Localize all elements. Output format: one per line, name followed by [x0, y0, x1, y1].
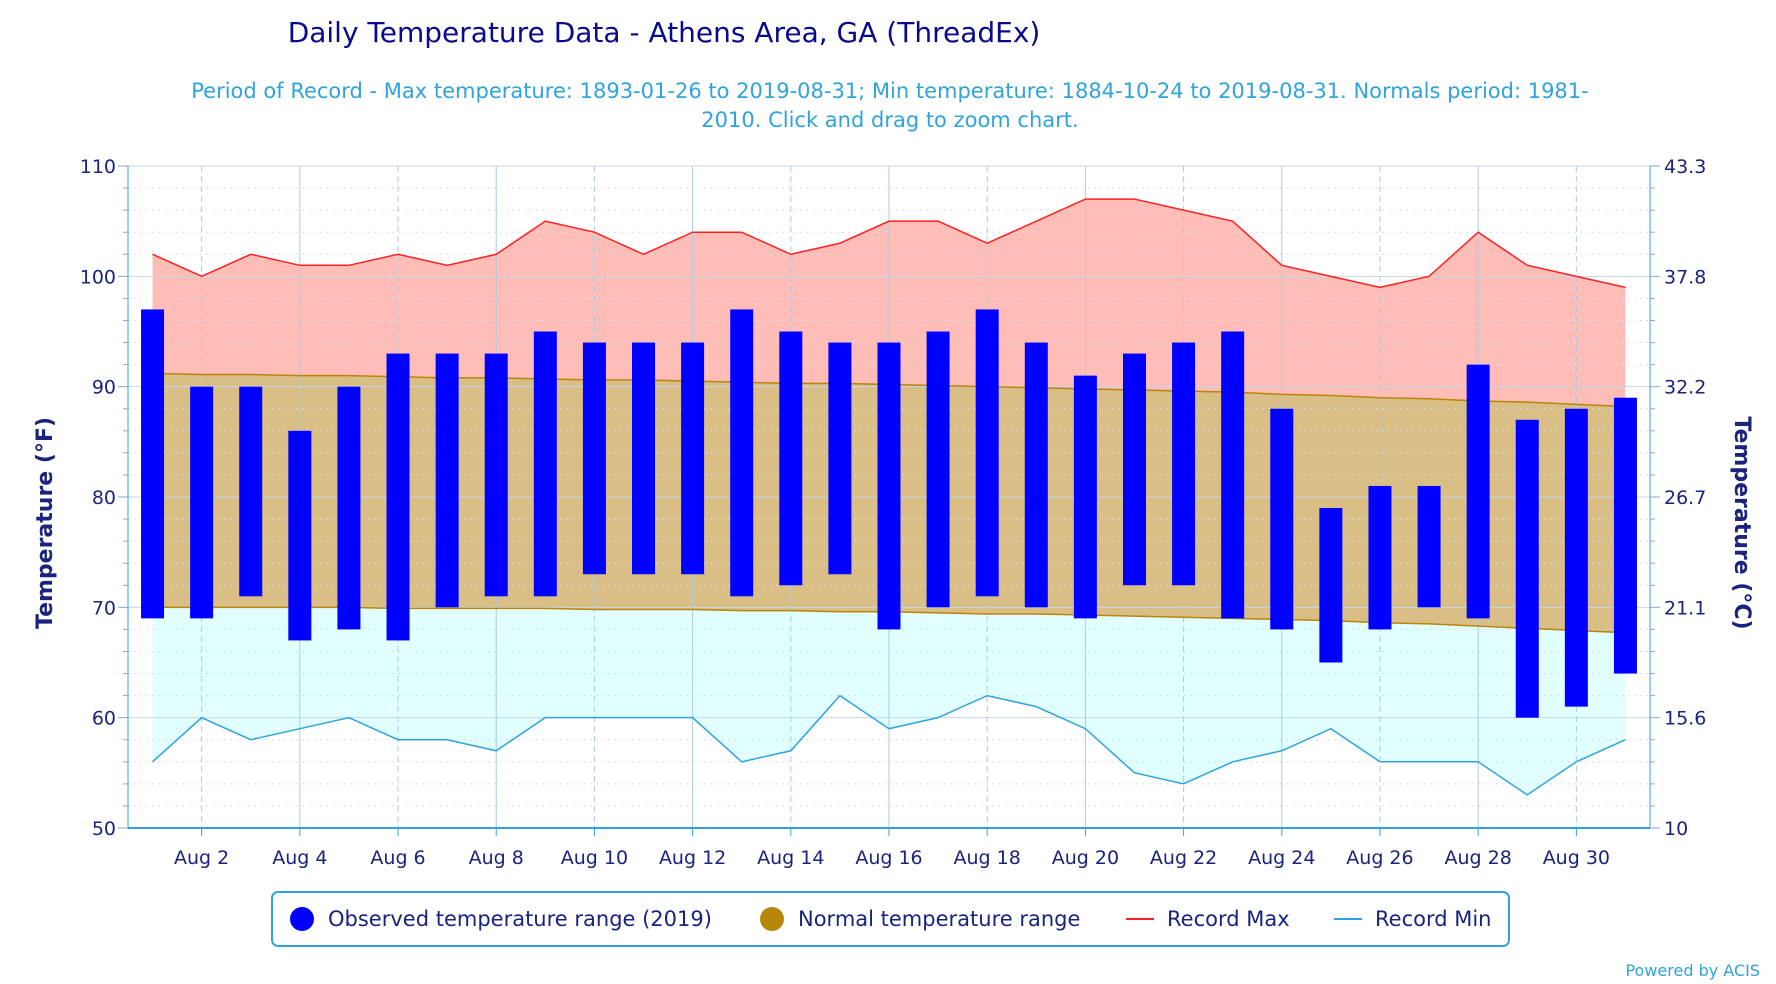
- legend-item-normal[interactable]: Normal temperature range: [760, 907, 1080, 931]
- y-right-tick-label: 15.6: [1664, 708, 1706, 730]
- y-right-tick-label: 32.2: [1664, 377, 1706, 399]
- observed-bar-day-4[interactable]: [288, 430, 312, 641]
- y-axis-right-title: Temperature (°C): [1729, 416, 1754, 629]
- y-left-tick-label: 90: [92, 377, 116, 399]
- y-left-tick-label: 100: [80, 266, 116, 288]
- y-right-tick-label: 26.7: [1664, 487, 1706, 509]
- legend: Observed temperature range (2019) Normal…: [271, 891, 1510, 947]
- legend-observed-label: Observed temperature range (2019): [328, 907, 712, 931]
- observed-bar-day-27[interactable]: [1417, 485, 1441, 608]
- observed-bar-day-5[interactable]: [337, 386, 361, 630]
- y-right-tick-label: 10: [1664, 818, 1688, 840]
- x-tick-label: Aug 14: [757, 847, 824, 869]
- legend-observed-marker: [290, 907, 314, 931]
- legend-normal-label: Normal temperature range: [798, 907, 1080, 931]
- x-tick-label: Aug 2: [174, 847, 229, 869]
- observed-bar-day-13[interactable]: [730, 309, 754, 597]
- observed-bar-day-25[interactable]: [1319, 508, 1343, 663]
- legend-record-min-label: Record Min: [1375, 907, 1492, 931]
- observed-bar-day-20[interactable]: [1073, 375, 1097, 619]
- y-left-tick-label: 110: [80, 156, 116, 178]
- observed-bar-day-7[interactable]: [435, 353, 459, 608]
- x-tick-label: Aug 24: [1248, 847, 1315, 869]
- x-tick-label: Aug 10: [561, 847, 628, 869]
- legend-record-max-label: Record Max: [1167, 907, 1290, 931]
- observed-bar-day-26[interactable]: [1368, 485, 1392, 630]
- y-axis-left-title: Temperature (°F): [33, 417, 58, 629]
- observed-bar-day-11[interactable]: [632, 342, 656, 575]
- x-tick-label: Aug 28: [1444, 847, 1511, 869]
- legend-item-observed[interactable]: Observed temperature range (2019): [290, 907, 712, 931]
- observed-bar-day-24[interactable]: [1270, 408, 1294, 630]
- observed-bar-day-30[interactable]: [1564, 408, 1588, 707]
- x-tick-label: Aug 4: [272, 847, 327, 869]
- x-tick-label: Aug 6: [370, 847, 425, 869]
- x-tick-label: Aug 22: [1150, 847, 1217, 869]
- y-right-tick-label: 21.1: [1664, 597, 1706, 619]
- observed-bar-day-8[interactable]: [484, 353, 508, 597]
- observed-bar-day-29[interactable]: [1515, 419, 1539, 718]
- observed-bar-day-9[interactable]: [533, 331, 557, 597]
- observed-bar-day-14[interactable]: [779, 331, 803, 586]
- x-tick-label: Aug 20: [1052, 847, 1119, 869]
- y-right-tick-label: 43.3: [1664, 156, 1706, 178]
- observed-bar-day-12[interactable]: [681, 342, 705, 575]
- observed-bar-day-16[interactable]: [877, 342, 901, 630]
- observed-bar-day-23[interactable]: [1221, 331, 1245, 619]
- x-tick-label: Aug 12: [659, 847, 726, 869]
- observed-bar-day-6[interactable]: [386, 353, 410, 641]
- observed-bar-day-28[interactable]: [1466, 364, 1490, 619]
- legend-box: [271, 891, 1510, 947]
- legend-item-record-max[interactable]: Record Max: [1126, 907, 1290, 931]
- x-tick-label: Aug 8: [469, 847, 524, 869]
- observed-bar-day-31[interactable]: [1613, 397, 1637, 674]
- y-left-tick-label: 50: [92, 818, 116, 840]
- observed-bar-day-2[interactable]: [190, 386, 214, 619]
- observed-bar-day-21[interactable]: [1122, 353, 1146, 586]
- record-max-line: [152, 198, 1626, 289]
- plot-area[interactable]: [128, 165, 1650, 829]
- observed-bar-day-1[interactable]: [141, 309, 165, 619]
- observed-bar-day-19[interactable]: [1024, 342, 1048, 608]
- chart-subtitle-line-1: Period of Record - Max temperature: 1893…: [191, 79, 1588, 103]
- observed-bar-day-3[interactable]: [239, 386, 263, 597]
- y-left-tick-label: 80: [92, 487, 116, 509]
- x-tick-label: Aug 26: [1346, 847, 1413, 869]
- axes: 50 60 70 80 90 100 110 10 15.6 21.1 26.7 32.2 37.8 43…: [80, 156, 1707, 869]
- chart-title: Daily Temperature Data - Athens Area, GA…: [288, 16, 1041, 49]
- x-tick-label: Aug 18: [954, 847, 1021, 869]
- credit-link[interactable]: Powered by ACIS: [1625, 961, 1760, 980]
- legend-normal-marker: [760, 907, 784, 931]
- x-tick-label: Aug 30: [1543, 847, 1610, 869]
- observed-bar-day-22[interactable]: [1172, 342, 1196, 586]
- y-left-tick-label: 60: [92, 708, 116, 730]
- legend-item-record-min[interactable]: Record Min: [1334, 907, 1492, 931]
- observed-bar-day-17[interactable]: [926, 331, 950, 608]
- record-min-line: [152, 694, 1626, 796]
- y-left-tick-label: 70: [92, 597, 116, 619]
- observed-bar-day-18[interactable]: [975, 309, 999, 597]
- observed-bar-day-15[interactable]: [828, 342, 852, 575]
- chart-subtitle-line-2: 2010. Click and drag to zoom chart.: [701, 108, 1078, 132]
- observed-bar-day-10[interactable]: [582, 342, 606, 575]
- y-right-tick-label: 37.8: [1664, 266, 1706, 288]
- x-tick-label: Aug 16: [855, 847, 922, 869]
